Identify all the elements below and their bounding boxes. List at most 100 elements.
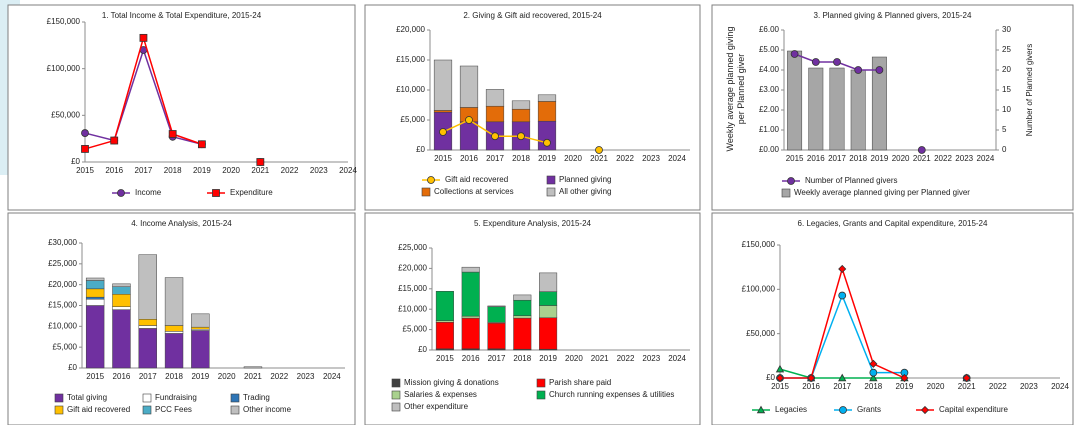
panel	[711, 4, 1074, 211]
bar	[539, 272, 558, 292]
bar	[787, 50, 803, 151]
bar	[485, 105, 505, 123]
y-tick-label: £6.00	[759, 25, 780, 34]
line-marker	[811, 58, 820, 66]
bar	[164, 277, 184, 326]
x-tick-label: 2021	[244, 372, 262, 381]
x-tick-label: 2017	[828, 154, 846, 163]
bar	[539, 305, 558, 319]
legend-label: Legacies	[775, 405, 807, 414]
x-tick-label: 2020	[564, 154, 582, 163]
line-marker	[168, 130, 177, 138]
x-tick-label: 2020	[222, 166, 240, 175]
x-tick-label: 2017	[135, 166, 153, 175]
y-tick-label: £0.00	[759, 145, 780, 154]
y2-tick-label: 15	[1002, 85, 1011, 94]
bar	[871, 56, 887, 151]
y2-tick-label: 30	[1002, 25, 1011, 34]
bar	[461, 315, 480, 319]
line-marker	[256, 158, 265, 166]
panel	[364, 4, 701, 211]
bar	[138, 319, 157, 326]
legend-label: Other expenditure	[404, 402, 469, 411]
x-tick-label: 2024	[668, 354, 686, 363]
x-tick-label: 2022	[617, 354, 635, 363]
line-marker	[869, 359, 878, 368]
bar	[511, 100, 531, 110]
x-tick-label: 2018	[164, 166, 182, 175]
bar	[513, 315, 532, 319]
y-tick-label: £2.00	[759, 105, 780, 114]
bar	[513, 294, 532, 301]
line-marker	[775, 364, 785, 373]
legend-swatch	[391, 378, 401, 388]
legend-marker	[787, 177, 795, 185]
legend-label: Planned giving	[559, 175, 611, 184]
bar	[487, 305, 506, 308]
x-tick-label: 2024	[339, 166, 357, 175]
x-tick-label: 2018	[864, 382, 882, 391]
bar	[513, 299, 532, 316]
legend-swatch	[142, 405, 152, 415]
legend-swatch	[536, 390, 546, 400]
line-marker	[854, 66, 863, 74]
legend-label: Salaries & expenses	[404, 390, 477, 399]
bar	[138, 328, 157, 369]
x-tick-label: 2016	[802, 382, 820, 391]
bar	[191, 326, 210, 330]
y-tick-label: £100,000	[742, 284, 776, 293]
legend-label: Total giving	[67, 393, 107, 402]
legend-marker	[427, 176, 435, 184]
line-marker	[595, 146, 603, 154]
y2-tick-label: 10	[1002, 105, 1011, 114]
chart-title: 6. Legacies, Grants and Capital expendit…	[798, 219, 988, 228]
legend-marker	[756, 405, 766, 414]
legend-swatch	[391, 402, 401, 412]
x-tick-label: 2015	[76, 166, 94, 175]
bar	[435, 290, 454, 321]
y-tick-label: £0	[418, 345, 427, 354]
bar	[433, 59, 453, 111]
bar	[191, 313, 210, 328]
bar	[511, 108, 531, 123]
legend-swatch	[142, 393, 152, 403]
bar	[112, 309, 131, 369]
x-tick-label: 2019	[896, 382, 914, 391]
x-tick-label: 2023	[310, 166, 328, 175]
bar	[513, 317, 532, 350]
y-tick-label: £20,000	[396, 25, 425, 34]
y-tick-label: £25,000	[398, 243, 427, 252]
x-tick-label: 2024	[1051, 382, 1069, 391]
x-tick-label: 2017	[139, 372, 157, 381]
x-tick-label: 2024	[668, 154, 686, 163]
y-tick-label: £50,000	[51, 110, 80, 119]
y-tick-label: £0	[71, 157, 80, 166]
y-tick-label: £10,000	[48, 321, 77, 330]
x-tick-label: 2023	[955, 154, 973, 163]
bar	[539, 317, 558, 350]
legend-label: Expenditure	[230, 188, 273, 197]
line-marker	[465, 116, 473, 124]
y-tick-label: £3.00	[759, 85, 780, 94]
legend-label: Fundraising	[155, 393, 197, 402]
x-tick-label: 2016	[113, 372, 131, 381]
x-tick-label: 2019	[539, 354, 557, 363]
y-tick-label: £100,000	[47, 64, 81, 73]
legend-swatch	[536, 378, 546, 388]
line-marker	[833, 58, 841, 66]
bar	[808, 67, 824, 151]
y-tick-label: £10,000	[398, 304, 427, 313]
x-tick-label: 2020	[218, 372, 236, 381]
legend-label: Parish share paid	[549, 378, 611, 387]
y-tick-label: £15,000	[48, 301, 77, 310]
x-tick-label: 2022	[281, 166, 299, 175]
y-tick-label: £10,000	[396, 85, 425, 94]
x-tick-label: 2018	[513, 354, 531, 363]
bar	[435, 322, 454, 350]
y-tick-label: £5,000	[403, 325, 428, 334]
line-marker	[439, 128, 447, 136]
line-marker	[491, 132, 499, 141]
x-tick-label: 2016	[105, 166, 123, 175]
x-tick-label: 2021	[591, 354, 609, 363]
line-marker	[900, 373, 909, 383]
